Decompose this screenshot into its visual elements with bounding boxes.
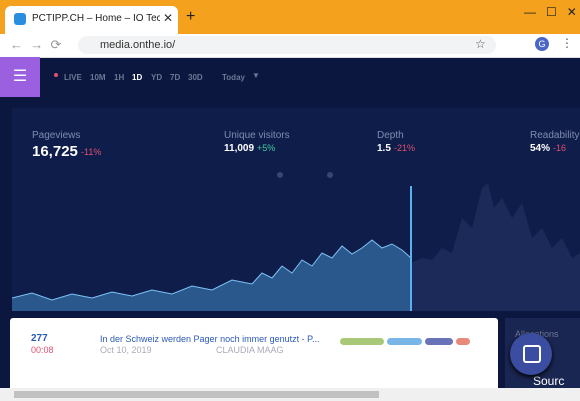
dropdown-arrow[interactable]: ▼ <box>252 71 260 80</box>
url: media.onthe.io/ <box>100 39 176 51</box>
area <box>12 240 411 311</box>
stat-change: -21% <box>394 143 416 153</box>
nav-item[interactable]: 10M <box>90 73 106 82</box>
date: Oct 10, 2019 <box>100 345 152 355</box>
stat-change: +5% <box>257 143 276 153</box>
bookmark[interactable]: ☆ <box>475 37 486 51</box>
pill <box>340 338 384 345</box>
live-dot <box>54 73 58 77</box>
scrollbar[interactable] <box>0 388 580 401</box>
new-tab[interactable]: + <box>186 8 196 25</box>
stat-value: 1.5 <box>377 143 391 154</box>
stat-value: 11,009 <box>224 143 255 154</box>
pill <box>387 338 422 345</box>
articles-card: 277 00:08 In der Schweiz werden Pager no… <box>10 318 498 401</box>
close-tab[interactable]: ✕ <box>163 11 174 25</box>
tab[interactable]: PCTIPP.CH – Home – IO Technolo ✕ <box>5 6 178 34</box>
views: 277 <box>31 333 48 344</box>
nav-item[interactable]: 1H <box>114 73 125 82</box>
chart-panel <box>12 108 580 311</box>
address-bar[interactable] <box>78 36 496 54</box>
period[interactable]: Today <box>222 73 245 82</box>
marker <box>277 172 283 178</box>
toolbar: ← → ⟳ media.onthe.io/ ☆ G ⋮ <box>0 34 580 58</box>
chat-button[interactable] <box>510 333 552 375</box>
tab-title: PCTIPP.CH – Home – IO Technolo <box>32 13 160 24</box>
menu[interactable]: ⋮ <box>561 36 573 50</box>
nav-buttons[interactable]: ← → ⟳ <box>10 37 62 52</box>
window-controls[interactable]: — ☐ ✕ <box>524 5 577 19</box>
article-title[interactable]: In der Schweiz werden Pager noch immer g… <box>100 334 320 344</box>
favicon <box>14 13 26 25</box>
nav-item[interactable]: 30D <box>188 73 203 82</box>
line <box>12 239 412 301</box>
nav-item[interactable]: 1D <box>132 73 143 82</box>
stat-change: -16 <box>553 143 567 153</box>
pill <box>456 338 470 345</box>
stat-label: Depth <box>377 130 404 141</box>
stat-value: 16,725 <box>32 143 78 160</box>
stat-label: Unique visitors <box>224 130 290 141</box>
stat-label: Readability <box>530 130 580 141</box>
time: 00:08 <box>31 345 54 355</box>
marker <box>327 172 333 178</box>
sources[interactable]: Sourc <box>533 374 565 388</box>
author: CLAUDIA MAAG <box>216 345 284 355</box>
nav-item[interactable]: 7D <box>170 73 181 82</box>
pill <box>425 338 453 345</box>
chat-icon <box>523 345 541 363</box>
stat-value: 54% <box>530 143 551 154</box>
stat-change: -11% <box>81 147 102 157</box>
scroll-thumb[interactable] <box>14 391 379 398</box>
nav-item[interactable]: LIVE <box>64 73 82 82</box>
nav-item[interactable]: YD <box>151 73 163 82</box>
future-area <box>411 183 580 311</box>
hamburger[interactable]: ☰ <box>0 57 40 97</box>
stat-label: Pageviews <box>32 130 81 141</box>
profile[interactable]: G <box>535 37 549 51</box>
